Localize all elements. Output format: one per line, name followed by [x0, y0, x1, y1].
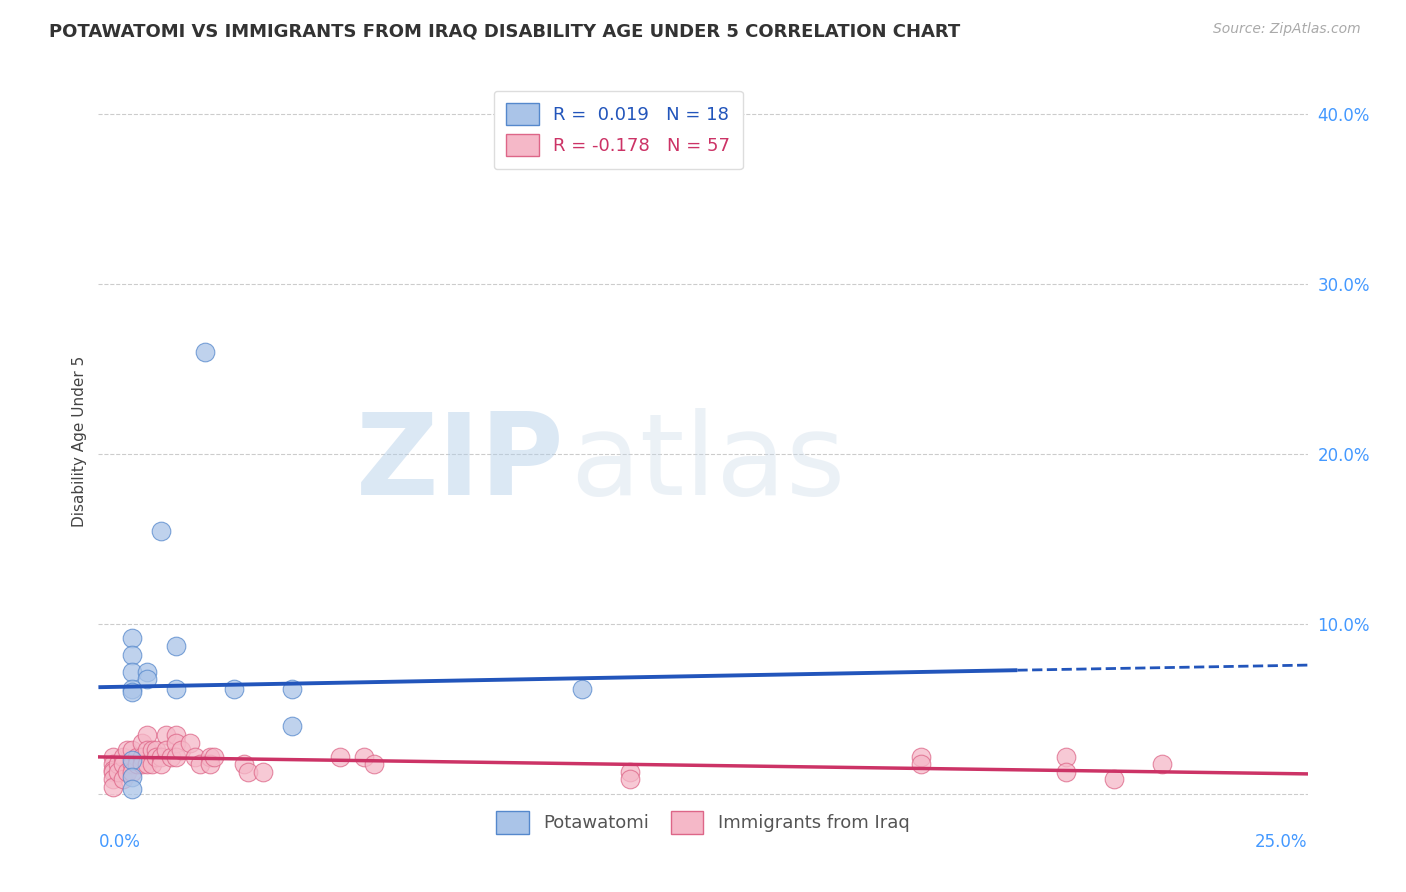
Point: [111, 750, 134, 764]
Point: [165, 681, 187, 696]
Point: [141, 743, 163, 757]
Point: [155, 728, 177, 742]
Point: [169, 743, 191, 757]
Point: [329, 750, 352, 764]
Point: [1102, 772, 1125, 786]
Point: [222, 681, 245, 696]
Point: [101, 765, 124, 780]
Point: [252, 765, 274, 780]
Point: [111, 756, 134, 771]
Text: ZIP: ZIP: [356, 408, 564, 519]
Point: [353, 750, 375, 764]
Point: [160, 750, 183, 764]
Point: [165, 640, 187, 654]
Point: [121, 765, 143, 780]
Point: [131, 756, 153, 771]
Point: [281, 719, 304, 733]
Point: [107, 756, 129, 771]
Point: [145, 750, 167, 764]
Point: [121, 756, 143, 771]
Text: 25.0%: 25.0%: [1256, 833, 1308, 851]
Point: [910, 750, 932, 764]
Point: [107, 765, 129, 780]
Text: POTAWATOMI VS IMMIGRANTS FROM IRAQ DISABILITY AGE UNDER 5 CORRELATION CHART: POTAWATOMI VS IMMIGRANTS FROM IRAQ DISAB…: [49, 22, 960, 40]
Point: [179, 736, 201, 750]
Point: [135, 672, 157, 686]
Point: [101, 756, 124, 771]
Point: [165, 728, 187, 742]
Point: [910, 756, 932, 771]
Point: [363, 756, 385, 771]
Point: [619, 772, 641, 786]
Point: [184, 750, 207, 764]
Point: [188, 756, 211, 771]
Point: [121, 743, 143, 757]
Point: [1054, 765, 1077, 780]
Legend: Potawatomi, Immigrants from Iraq: Potawatomi, Immigrants from Iraq: [489, 805, 917, 841]
Point: [127, 750, 149, 764]
Point: [121, 770, 143, 784]
Point: [135, 728, 157, 742]
Point: [135, 756, 157, 771]
Point: [121, 665, 143, 679]
Point: [101, 772, 124, 786]
Point: [165, 750, 187, 764]
Point: [145, 743, 167, 757]
Point: [1054, 750, 1077, 764]
Point: [121, 685, 143, 699]
Point: [204, 750, 226, 764]
Point: [198, 750, 221, 764]
Y-axis label: Disability Age Under 5: Disability Age Under 5: [72, 356, 87, 527]
Point: [194, 345, 217, 359]
Text: 0.0%: 0.0%: [98, 833, 141, 851]
Point: [135, 665, 157, 679]
Point: [1152, 756, 1174, 771]
Point: [121, 681, 143, 696]
Point: [101, 780, 124, 795]
Point: [131, 750, 153, 764]
Point: [281, 681, 304, 696]
Point: [127, 756, 149, 771]
Point: [131, 736, 153, 750]
Text: atlas: atlas: [569, 408, 845, 519]
Point: [121, 631, 143, 645]
Point: [155, 743, 177, 757]
Text: Source: ZipAtlas.com: Source: ZipAtlas.com: [1213, 22, 1361, 37]
Point: [117, 765, 139, 780]
Point: [101, 750, 124, 764]
Point: [619, 765, 641, 780]
Point: [150, 756, 173, 771]
Point: [101, 764, 124, 778]
Point: [198, 756, 221, 771]
Point: [121, 648, 143, 662]
Point: [165, 736, 187, 750]
Point: [111, 772, 134, 786]
Point: [121, 753, 143, 767]
Point: [150, 750, 173, 764]
Point: [141, 756, 163, 771]
Point: [121, 782, 143, 797]
Point: [571, 681, 593, 696]
Point: [238, 765, 260, 780]
Point: [150, 524, 173, 538]
Point: [232, 756, 254, 771]
Point: [117, 743, 139, 757]
Point: [135, 743, 157, 757]
